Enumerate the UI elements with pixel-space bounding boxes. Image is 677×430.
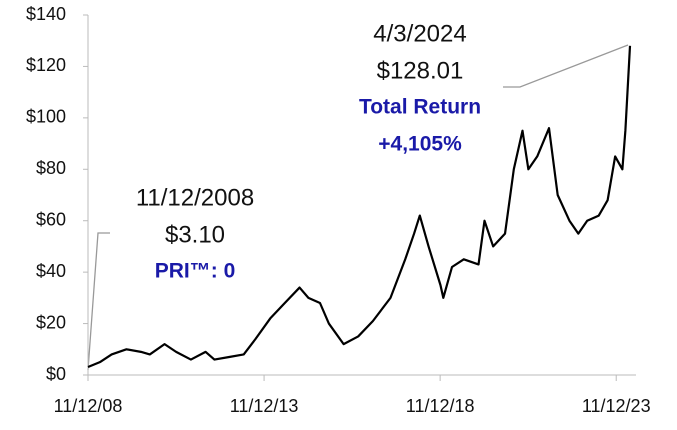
annotation: $128.01: [377, 57, 464, 84]
annotation: +4,105%: [378, 133, 462, 156]
x-tick-label: 11/12/13: [230, 396, 299, 416]
leader-line: [503, 44, 629, 88]
annotation: Total Return: [359, 96, 481, 119]
y-tick-label: $20: [36, 312, 66, 332]
y-tick-label: $0: [46, 364, 66, 384]
leader-line: [87, 232, 110, 371]
x-tick-label: 11/12/18: [406, 396, 475, 416]
price-line: [87, 45, 632, 369]
x-tick-label: 11/12/23: [582, 396, 651, 416]
y-tick-label: $140: [26, 4, 66, 24]
annotation: 11/12/2008: [136, 184, 254, 211]
annotation: PRI™: 0: [155, 260, 236, 283]
y-tick-label: $40: [36, 261, 66, 281]
y-tick-label: $120: [26, 55, 66, 75]
y-tick-label: $100: [26, 107, 66, 127]
annotation: $3.10: [165, 221, 225, 248]
x-tick-label: 11/12/08: [54, 396, 123, 416]
y-tick-label: $60: [36, 209, 66, 229]
y-tick-label: $80: [36, 158, 66, 178]
annotation: 4/3/2024: [373, 20, 466, 47]
